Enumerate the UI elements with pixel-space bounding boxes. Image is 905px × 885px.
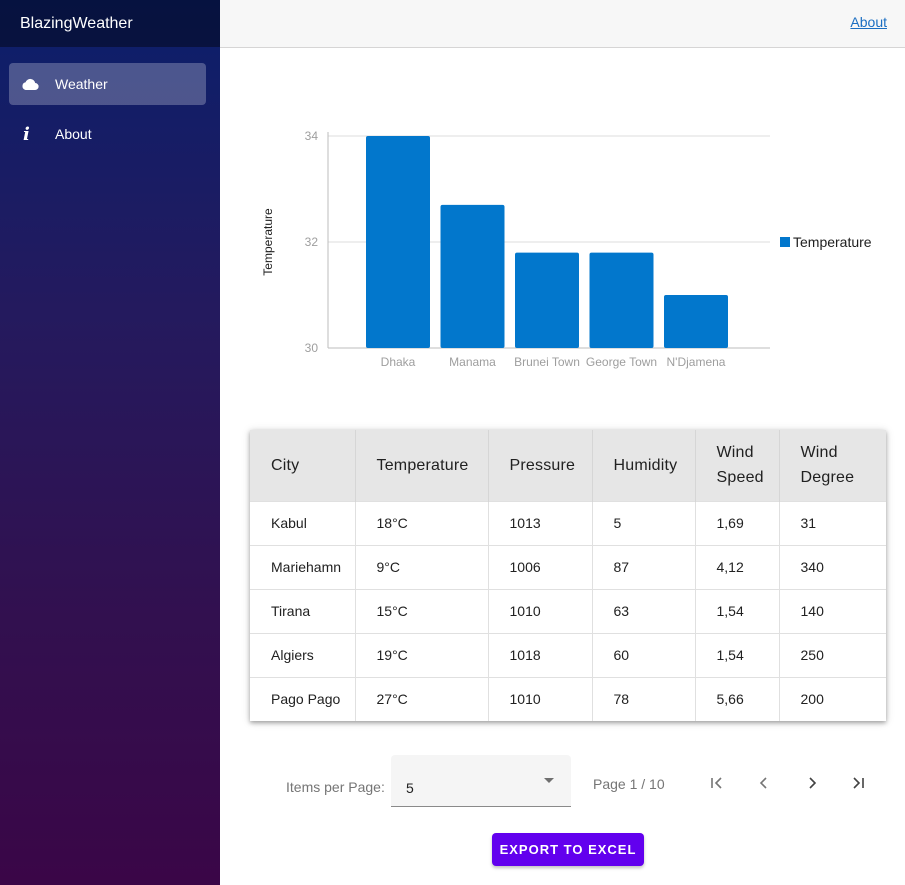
sidebar-item-weather[interactable]: Weather: [9, 63, 206, 105]
table-cell: 5: [592, 500, 696, 545]
table-cell: Mariehamn: [250, 544, 356, 589]
x-tick-label: Brunei Town: [514, 355, 580, 369]
table-cell: 140: [779, 588, 886, 633]
export-to-excel-button[interactable]: EXPORT TO EXCEL: [492, 833, 644, 866]
column-header[interactable]: City: [250, 430, 356, 501]
table-cell: 1,54: [695, 588, 780, 633]
items-per-page-select[interactable]: 5: [391, 755, 571, 807]
table-cell: 18°C: [355, 500, 489, 545]
x-tick-label: N'Djamena: [667, 355, 726, 369]
table-cell: 31: [779, 500, 886, 545]
legend-swatch: [780, 237, 790, 247]
table-cell: 1010: [488, 676, 593, 721]
y-tick-label: 32: [305, 235, 319, 249]
column-header[interactable]: Wind Speed: [695, 430, 780, 501]
table-cell: 63: [592, 588, 696, 633]
table-cell: 5,66: [695, 676, 780, 721]
table-cell: 60: [592, 632, 696, 677]
y-axis-label: Temperature: [261, 208, 275, 276]
previous-page-icon: [759, 777, 767, 789]
table-cell: 19°C: [355, 632, 489, 677]
bar: [440, 204, 505, 348]
page-info: Page 1 / 10: [593, 776, 665, 792]
sidebar-item-label: About: [55, 126, 92, 142]
table-row[interactable]: Mariehamn 9°C 1006 87 4,12 340: [250, 544, 886, 589]
next-page-button[interactable]: [800, 771, 824, 795]
first-page-icon: [711, 777, 722, 789]
pager: Items per Page: 5 Page 1 / 10: [220, 755, 905, 807]
sidebar-item-about[interactable]: i About: [9, 113, 206, 155]
table-cell: Pago Pago: [250, 676, 356, 721]
table-row[interactable]: Algiers 19°C 1018 60 1,54 250: [250, 632, 886, 677]
column-header[interactable]: Wind Degree: [779, 430, 886, 501]
table-cell: 250: [779, 632, 886, 677]
sidebar: BlazingWeather Weather i About: [0, 0, 220, 885]
top-bar: About: [220, 0, 905, 48]
last-page-icon: [853, 777, 864, 789]
x-tick-label: George Town: [586, 355, 657, 369]
info-icon: i: [23, 123, 30, 145]
table-header-row: City Temperature Pressure Humidity Wind Spee…: [250, 430, 886, 501]
table-row[interactable]: Tirana 15°C 1010 63 1,54 140: [250, 588, 886, 633]
weather-table: City Temperature Pressure Humidity Wind Spee…: [250, 430, 886, 721]
table-cell: 4,12: [695, 544, 780, 589]
temperature-chart: 30 32 34 Dhaka Manama Brunei Town George Town N…: [250, 110, 890, 385]
bar: [366, 136, 430, 348]
table-cell: 15°C: [355, 588, 489, 633]
brand-title[interactable]: BlazingWeather: [0, 0, 220, 47]
table-cell: 87: [592, 544, 696, 589]
y-tick-label: 34: [305, 129, 319, 143]
table-row[interactable]: Kabul 18°C 1013 5 1,69 31: [250, 500, 886, 545]
bar: [515, 252, 579, 348]
chart-svg: 30 32 34 Dhaka Manama Brunei Town George Town N…: [261, 129, 872, 369]
table-cell: 9°C: [355, 544, 489, 589]
items-per-page-label: Items per Page:: [286, 779, 385, 795]
cloud-icon: [21, 77, 55, 91]
table-cell: 200: [779, 676, 886, 721]
x-tick-label: Dhaka: [381, 355, 416, 369]
table-cell: Tirana: [250, 588, 356, 633]
table-cell: Algiers: [250, 632, 356, 677]
table-cell: 1,69: [695, 500, 780, 545]
x-tick-label: Manama: [449, 355, 496, 369]
table-cell: 1013: [488, 500, 593, 545]
table-cell: 27°C: [355, 676, 489, 721]
table-cell: 1018: [488, 632, 593, 677]
next-page-icon: [809, 777, 817, 789]
caret-down-icon: [544, 778, 554, 783]
column-header[interactable]: Temperature: [355, 430, 489, 501]
y-tick-label: 30: [305, 341, 319, 355]
table-cell: 1006: [488, 544, 593, 589]
bar: [589, 252, 654, 348]
table-row[interactable]: Pago Pago 27°C 1010 78 5,66 200: [250, 676, 886, 721]
previous-page-button[interactable]: [752, 771, 776, 795]
legend-label: Temperature: [793, 234, 872, 250]
table-cell: 78: [592, 676, 696, 721]
sidebar-item-label: Weather: [55, 76, 108, 92]
bar: [664, 295, 728, 348]
last-page-button[interactable]: [846, 771, 870, 795]
nav-menu: Weather i About: [0, 47, 220, 155]
table-cell: 1010: [488, 588, 593, 633]
column-header[interactable]: Pressure: [488, 430, 593, 501]
table-cell: 340: [779, 544, 886, 589]
about-link[interactable]: About: [850, 14, 887, 30]
column-header[interactable]: Humidity: [592, 430, 696, 501]
items-per-page-value: 5: [406, 780, 414, 796]
table-cell: Kabul: [250, 500, 356, 545]
first-page-button[interactable]: [705, 771, 729, 795]
table-cell: 1,54: [695, 632, 780, 677]
